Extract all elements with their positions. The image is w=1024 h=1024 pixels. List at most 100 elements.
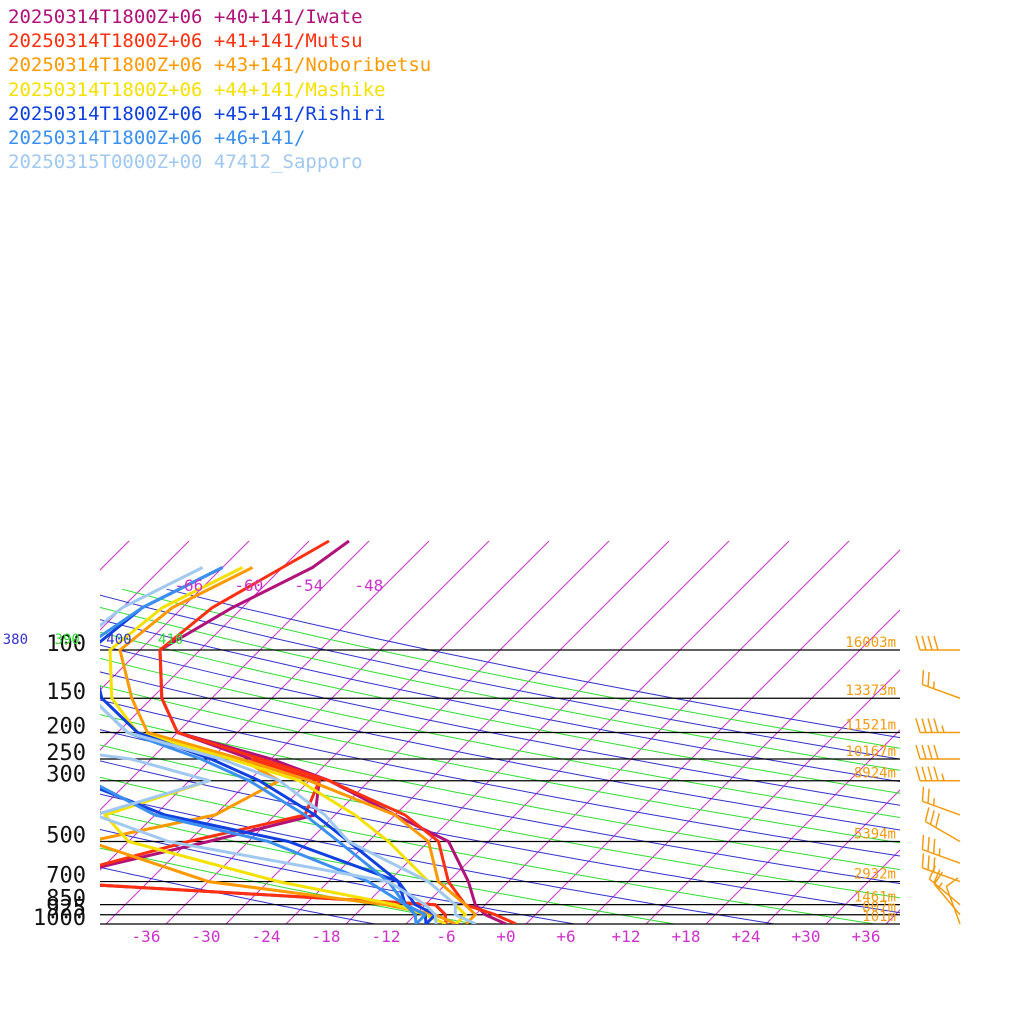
upper-temperature-label: -66 — [174, 576, 203, 595]
pressure-label: 300 — [46, 763, 86, 788]
dry-adiabat-line — [121, 588, 900, 749]
wind-barb-flag — [927, 635, 933, 651]
wind-barb-flag — [921, 853, 925, 868]
theta-label: 380 — [3, 632, 28, 648]
legend-item-iwate: 20250314T1800Z+06 +40+141/Iwate — [8, 6, 363, 28]
wind-barb — [933, 871, 961, 916]
wind-barb-half-flag — [941, 773, 945, 781]
dry-adiabat-line — [100, 793, 775, 924]
height-label: 16003m — [845, 635, 896, 651]
wind-barb-half-flag — [937, 882, 943, 890]
temperature-tick-label: +36 — [852, 927, 881, 946]
theta-label: 400 — [106, 632, 131, 648]
wind-barb — [915, 744, 960, 760]
wind-barb-flag — [933, 744, 939, 760]
wind-barb-flag — [921, 766, 927, 781]
legend-item-mashike: 20250314T1800Z+06 +44+141/Mashike — [8, 78, 386, 101]
dry-adiabat-line — [100, 644, 900, 806]
wind-barb-flag — [929, 810, 935, 825]
height-label: 8924m — [854, 766, 896, 782]
temperature-tick-label: -6 — [436, 927, 455, 946]
theta-label: 410 — [158, 632, 183, 648]
wind-barb-flag — [933, 869, 941, 884]
pressure-label: 500 — [46, 824, 86, 849]
temperature-tick-label: +30 — [792, 927, 821, 946]
wind-barb — [924, 807, 961, 843]
pressure-label: 1000 — [33, 906, 86, 931]
theta-label: 390 — [55, 632, 80, 648]
dry-adiabat-line — [100, 744, 900, 899]
wind-barb-flag — [945, 877, 959, 888]
wind-barb-half-flag — [932, 681, 935, 689]
wind-barb-flag — [915, 635, 921, 651]
wind-barb-flag — [927, 855, 930, 870]
wind-barb-flag — [921, 834, 925, 850]
dry-adiabat-line — [100, 606, 900, 771]
wind-barb-flag — [924, 807, 930, 822]
height-label: 5394m — [854, 827, 896, 843]
dry-adiabat-line — [100, 631, 900, 794]
temperature-tick-label: +12 — [612, 927, 641, 946]
wind-barb-flag — [927, 744, 933, 760]
wind-barb-staff — [924, 820, 961, 843]
profiles — [100, 539, 517, 924]
temperature-tick-label: +0 — [496, 927, 515, 946]
isotherm-line — [0, 541, 9, 924]
dewpoint-profile-5 — [100, 784, 418, 924]
wind-barb-flag — [921, 718, 927, 733]
wind-barb — [915, 718, 960, 734]
pressure-label: 700 — [46, 864, 86, 889]
wind-barb-half-flag — [941, 725, 945, 733]
upper-temperature-label: -54 — [294, 576, 323, 595]
wind-barb — [915, 635, 960, 651]
pressure-label: 250 — [46, 741, 86, 766]
height-label: 2932m — [854, 867, 896, 883]
upper-temperature-label: -60 — [234, 576, 263, 595]
wind-barb — [921, 669, 961, 699]
wind-barb-flag — [933, 635, 939, 651]
wind-barb-flag — [927, 718, 933, 733]
wind-barb-flag — [927, 788, 930, 804]
wind-barb-staff — [945, 886, 961, 925]
pressure-label: 150 — [46, 680, 86, 705]
temperature-tick-label: -18 — [312, 927, 341, 946]
temperature-profile-4 — [100, 566, 437, 924]
dry-adiabat-line — [100, 866, 375, 924]
temperature-tick-label: -30 — [192, 927, 221, 946]
height-label: 11521m — [845, 717, 896, 733]
dewpoint-profile-1 — [100, 757, 448, 924]
legend-item-46-141: 20250314T1800Z+06 +46+141/ — [8, 127, 306, 150]
isotherm-line — [825, 849, 900, 924]
wind-barb-flag — [921, 635, 927, 651]
legend-item-noboribetsu: 20250314T1800Z+06 +43+141/Noboribetsu — [8, 54, 432, 77]
wind-barb-staff — [933, 883, 961, 916]
wind-barb — [945, 877, 961, 925]
dry-adiabat-line — [100, 811, 675, 924]
pressure-label: 200 — [46, 714, 86, 739]
wind-barb-flag — [915, 718, 921, 733]
dry-adiabat-line — [100, 828, 575, 924]
wind-barb-half-flag — [932, 798, 935, 806]
dry-adiabat-line — [100, 671, 900, 831]
wind-barb-flag — [921, 786, 925, 802]
temperature-tick-label: +18 — [672, 927, 701, 946]
wind-barb-flag — [935, 813, 941, 828]
dry-adiabat-line — [100, 776, 875, 924]
dry-adiabat-line — [100, 847, 475, 924]
temperature-profile-5 — [100, 566, 427, 924]
legend-item-mutsu: 20250314T1800Z+06 +41+141/Mutsu — [8, 30, 363, 53]
axis-labels: 100 16003m 150 13373m 200 11521m 250 10167m 300 8… — [3, 576, 896, 946]
isobars — [100, 649, 900, 925]
wind-barb-flag — [927, 766, 933, 781]
isotherm-line — [765, 789, 900, 924]
wind-barb-flag — [933, 766, 939, 781]
temperature-profile-2 — [118, 566, 477, 924]
wind-barb-flag — [933, 718, 939, 733]
wind-barb-flag — [927, 672, 930, 687]
dry-adiabat-line — [100, 760, 900, 914]
height-label: 101m — [862, 909, 896, 925]
wind-barb-flag — [932, 839, 936, 854]
legend-item-sapporo: 20250315T0000Z+00 47412_Sapporo — [8, 151, 363, 174]
wind-barb-flag — [921, 744, 927, 760]
